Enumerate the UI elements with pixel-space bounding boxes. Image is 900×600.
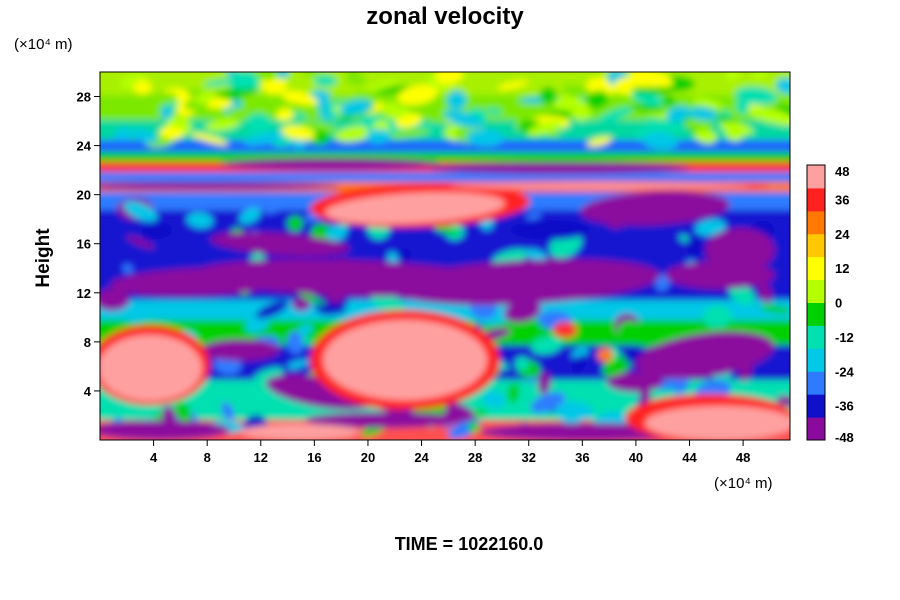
colorbar-cell (807, 359, 825, 372)
colorbar-cell (807, 256, 825, 269)
colorbar-cell (807, 176, 825, 189)
colorbar-cell (807, 279, 825, 292)
colorbar-cell (807, 233, 825, 246)
y-axis: 4 8 12 16 20 24 28 (77, 90, 100, 399)
time-label: TIME = 1022160.0 (395, 534, 544, 554)
heatmap-field (100, 72, 790, 440)
colorbar-cell (807, 291, 825, 303)
y-tick-label: 16 (77, 237, 91, 252)
y-unit-label: (×10⁴ m) (14, 36, 73, 53)
x-tick-label: 12 (254, 450, 268, 465)
colorbar-tick-label: -48 (835, 430, 854, 445)
x-tick-label: 36 (575, 450, 589, 465)
colorbar-cell (807, 405, 825, 418)
colorbar-tick-label: -36 (835, 399, 854, 414)
x-tick-label: 24 (414, 450, 429, 465)
colorbar-cell (807, 417, 825, 430)
colorbar-cell (807, 325, 825, 338)
x-tick-label: 16 (307, 450, 321, 465)
colorbar-tick-label: 48 (835, 164, 849, 179)
colorbar-cell (807, 348, 825, 361)
colorbar-cell (807, 302, 825, 315)
heatmap-plot-area (100, 72, 790, 440)
y-tick-label: 4 (84, 384, 92, 399)
x-tick-label: 28 (468, 450, 482, 465)
colorbar-cell (807, 165, 825, 177)
x-tick-label: 4 (150, 450, 158, 465)
colorbar-tick-label: -24 (835, 364, 855, 379)
x-tick-label: 48 (736, 450, 750, 465)
colorbar-tick-label: 36 (835, 192, 849, 207)
chart-title: zonal velocity (366, 3, 524, 30)
colorbar-cell (807, 210, 825, 223)
colorbar-cell (807, 382, 825, 395)
colorbar-cell (807, 187, 825, 200)
y-tick-label: 20 (77, 188, 91, 203)
plot-frame (99, 71, 791, 441)
colorbar-cell (807, 371, 825, 384)
colorbar (806, 164, 826, 441)
x-unit-label: (×10⁴ m) (714, 475, 773, 492)
x-tick-label: 40 (629, 450, 643, 465)
colorbar-cell (807, 245, 825, 258)
colorbar-cell (807, 336, 825, 349)
colorbar-cell (807, 428, 825, 441)
colorbar-tick-label: -12 (835, 330, 854, 345)
y-tick-label: 12 (77, 286, 91, 301)
x-tick-label: 20 (361, 450, 375, 465)
y-tick-label: 24 (77, 139, 92, 154)
y-tick-label: 8 (84, 335, 91, 350)
colorbar-ticks: 48 36 24 12 0 -12 -24 -36 -48 (835, 164, 855, 445)
x-tick-label: 32 (522, 450, 536, 465)
colorbar-frame (806, 164, 826, 441)
y-axis-label: Height (33, 228, 54, 288)
colorbar-cell (807, 268, 825, 281)
x-tick-label: 8 (204, 450, 211, 465)
y-tick-label: 28 (77, 90, 91, 105)
colorbar-tick-label: 24 (835, 227, 850, 242)
colorbar-cell (807, 199, 825, 212)
colorbar-cell (807, 222, 825, 235)
colorbar-tick-label: 12 (835, 261, 849, 276)
x-tick-label: 44 (682, 450, 697, 465)
colorbar-tick-label: 0 (835, 296, 842, 311)
x-axis: 4 8 12 16 20 24 28 32 36 40 44 48 (150, 440, 750, 465)
colorbar-cell (807, 394, 825, 407)
colorbar-cell (807, 313, 825, 326)
